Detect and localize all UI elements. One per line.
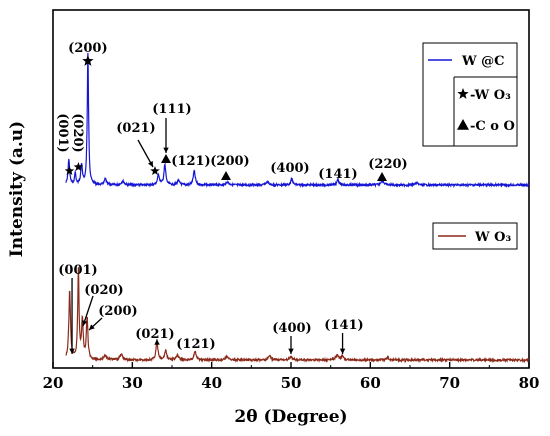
peak-label-wc: (200) [210,154,249,169]
arrow-head [288,348,294,354]
legend-middle: W O₃ [432,222,518,250]
legend-entry-wc: W @C [461,54,504,69]
peak-label-wo3: (200) [98,304,137,319]
x-axis: 20 30 40 50 60 70 80 [43,362,540,392]
x-axis-label: 2θ (Degree) [234,407,347,427]
star-icon [82,55,94,66]
triangle-icon [457,119,469,130]
arrow-head [89,324,95,330]
triangle-icon [457,119,469,130]
peak-label-wc: (200) [68,41,107,56]
triangle-icon [161,154,171,163]
star-icon [64,166,75,175]
arrow-head [154,339,160,345]
star-icon [457,88,469,99]
peak-annotations: (200)(001) (020) (021)(111)(121) (200) (400)… [55,41,408,354]
peak-label-wo3: (400) [272,321,311,336]
peak-label-wo3: (021) [135,327,174,342]
legend-top: W @C -W O₃ -C o O [422,42,518,147]
peak-label-wc: (021) [116,121,155,136]
peak-label-wc: (220) [368,157,407,172]
peak-label-wc: (121) [171,154,210,169]
peak-label-wc: (111) [152,102,191,117]
legend-entry-wo3-star: -W O₃ [470,88,511,103]
star-icon [150,166,160,175]
legend-entry-wo3: W O₃ [474,230,511,245]
peak-label-wc: (141) [318,167,357,182]
triangle-icon [221,171,231,180]
star-icon [457,88,469,99]
x-tick-label: 40 [201,374,222,392]
triangle-icon [377,172,387,181]
x-tick-label: 50 [281,374,302,392]
x-tick-label: 70 [439,374,460,392]
y-axis-label: Intensity (a.u) [7,121,27,257]
peak-label-wo3: (001) [58,263,97,278]
peak-label-wo3: (141) [324,318,363,333]
peak-label-wo3: (121) [176,337,215,352]
peak-label-wo3: (020) [84,283,123,298]
legend-entry-coo: -C o O [470,119,515,134]
peak-label-wc: (020) [70,113,85,152]
arrow-head [339,348,346,354]
arrow-head [163,147,169,153]
star-icon [73,162,84,171]
arrow-head [69,348,75,354]
arrow-head [82,320,88,326]
x-tick-label: 20 [43,374,64,392]
x-tick-label: 30 [122,374,143,392]
x-tick-label: 60 [360,374,381,392]
x-tick-label: 80 [519,374,540,392]
peak-label-wc: (001) [55,113,70,152]
series-line-w-at-c [65,52,530,189]
arrow-head [148,161,153,167]
series-line-wo3 [65,267,530,364]
peak-label-wc: (400) [270,161,309,176]
